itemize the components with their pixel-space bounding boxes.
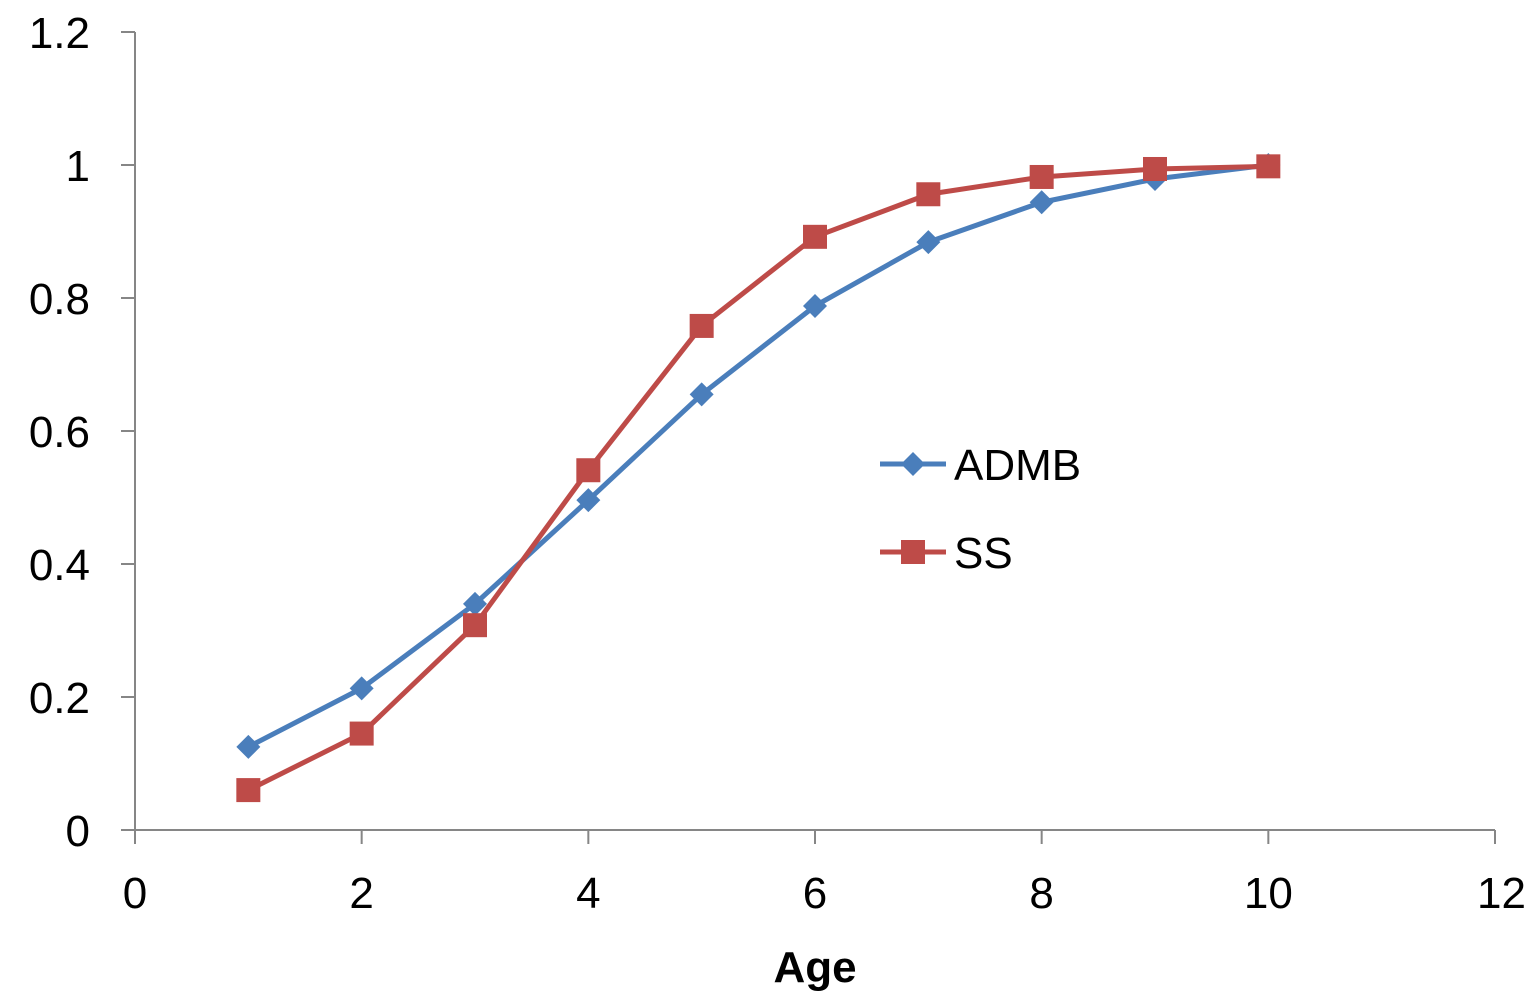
x-tick-label: 6	[803, 869, 827, 918]
legend-label: ADMB	[954, 441, 1081, 490]
legend-item-admb: ADMB	[880, 441, 1081, 490]
data-point	[349, 676, 374, 701]
y-tick-label: 0.4	[29, 541, 90, 590]
legend-marker	[901, 540, 925, 564]
data-point	[576, 458, 601, 483]
x-axis-title: Age	[773, 943, 856, 992]
data-point	[349, 721, 374, 746]
data-point	[1029, 164, 1054, 189]
data-point	[689, 313, 714, 338]
x-tick-label: 8	[1029, 869, 1053, 918]
legend-marker	[901, 452, 925, 476]
data-point	[236, 734, 261, 759]
data-point	[576, 488, 601, 513]
y-tick-label: 1.2	[29, 9, 90, 58]
x-tick-label: 4	[576, 869, 600, 918]
data-point	[1256, 154, 1281, 179]
data-point	[1143, 156, 1167, 181]
series-admb	[236, 153, 1281, 759]
y-tick-label: 0.2	[29, 674, 90, 723]
y-tick-label: 0.8	[29, 275, 90, 324]
series-ss	[236, 154, 1281, 803]
data-point	[463, 591, 487, 616]
legend-label: SS	[954, 529, 1013, 578]
data-point	[1029, 190, 1054, 215]
data-point	[916, 230, 941, 255]
data-point	[463, 613, 487, 638]
series-layer	[236, 153, 1281, 803]
y-tick-label: 0.6	[29, 408, 90, 457]
axes: 0 0.2 0.4 0.6 0.8 1 1.2 0 2 4 6 8 10 12	[29, 9, 1526, 918]
legend-item-ss: SS	[880, 529, 1013, 578]
data-point	[236, 778, 261, 803]
x-tick-label: 10	[1244, 869, 1293, 918]
legend: ADMB SS	[880, 441, 1081, 578]
data-point	[689, 382, 714, 407]
x-tick-label: 2	[349, 869, 373, 918]
x-tick-label: 12	[1477, 869, 1526, 918]
data-point	[803, 224, 827, 249]
series-line	[247, 162, 1269, 750]
y-tick-label: 1	[66, 142, 90, 191]
y-tick-label: 0	[66, 807, 90, 856]
series-line	[247, 163, 1269, 793]
x-tick-label: 0	[123, 869, 147, 918]
data-point	[916, 182, 941, 207]
data-point	[803, 293, 827, 318]
